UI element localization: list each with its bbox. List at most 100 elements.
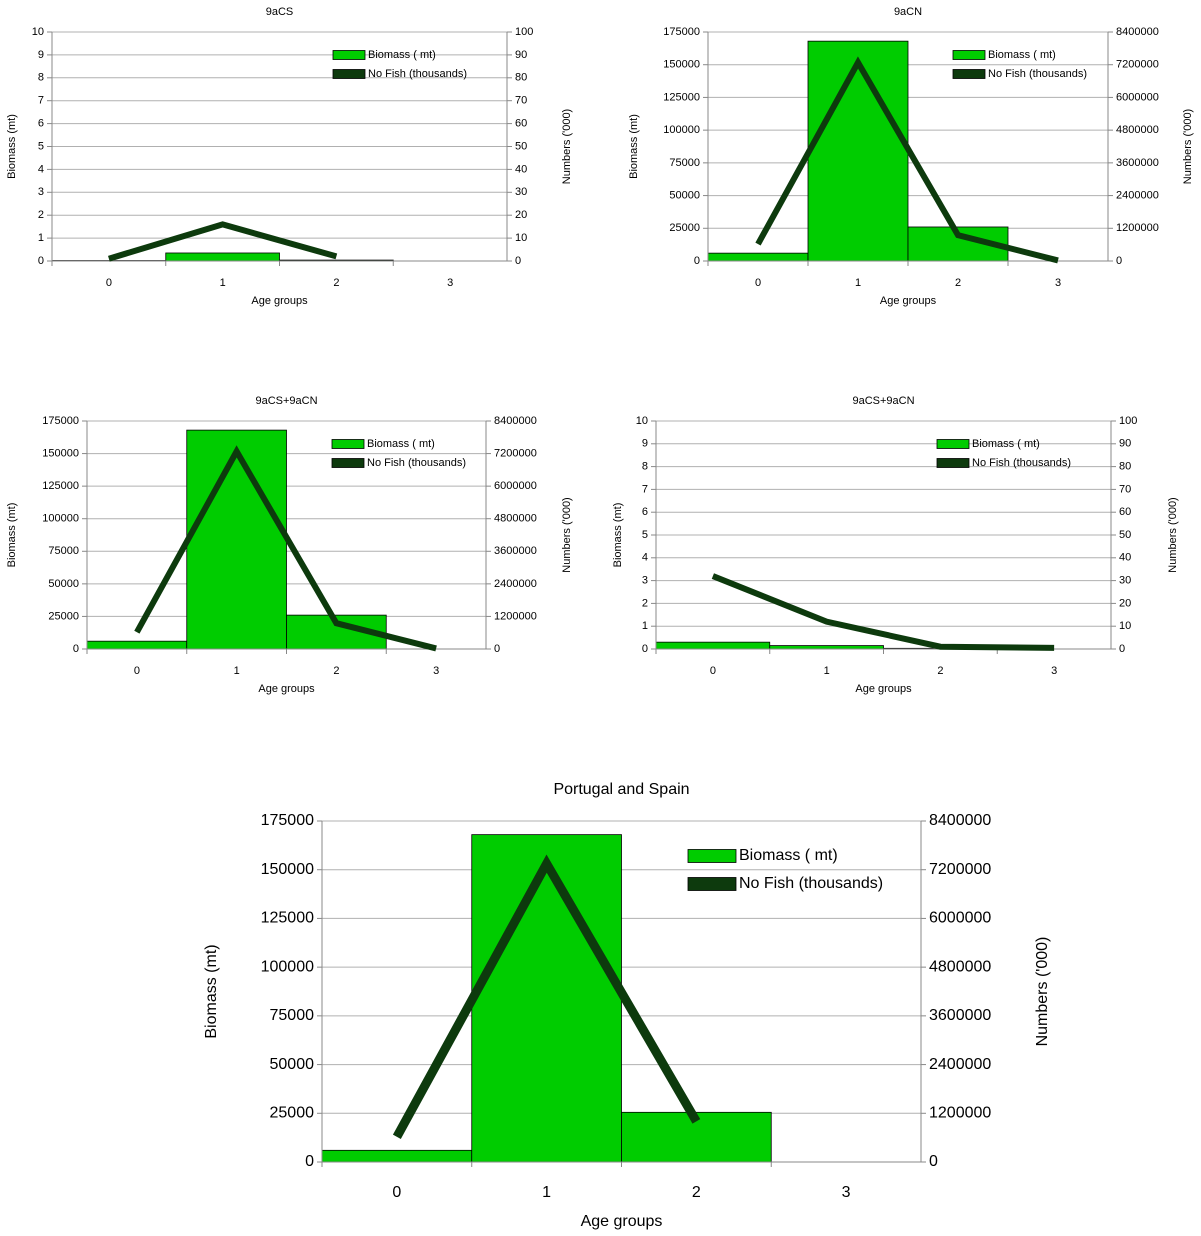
y-tick-label: 75000 — [270, 1007, 315, 1024]
y-tick-label: 175000 — [261, 812, 314, 829]
y2-tick-label: 10 — [1119, 620, 1131, 632]
y-axis-title: Biomass (mt) — [628, 114, 640, 179]
y-tick-label: 10 — [636, 415, 648, 427]
y2-tick-label: 1200000 — [929, 1105, 991, 1122]
chart-title: 9aCS+9aCN — [255, 395, 317, 407]
y-tick-label: 25000 — [48, 610, 79, 622]
x-tick-label: 3 — [1051, 665, 1057, 677]
x-tick-label: 3 — [842, 1184, 851, 1201]
y2-tick-label: 6000000 — [929, 910, 991, 927]
y2-tick-label: 80 — [515, 72, 527, 84]
y2-tick-label: 50 — [1119, 529, 1131, 541]
y-tick-label: 50000 — [669, 189, 700, 201]
y-tick-label: 8 — [642, 461, 648, 473]
line — [134, 445, 437, 652]
bar — [707, 252, 809, 262]
line — [711, 573, 1055, 651]
y2-axis-title: Numbers ('000) — [1034, 937, 1051, 1047]
y2-tick-label: 7200000 — [929, 861, 991, 878]
x-tick-label: 0 — [392, 1184, 401, 1201]
y-tick-label: 5 — [642, 529, 648, 541]
y2-tick-label: 8400000 — [494, 415, 537, 427]
y-tick-label: 0 — [694, 255, 700, 267]
y2-tick-label: 3600000 — [1116, 157, 1159, 169]
y-tick-label: 6 — [38, 118, 44, 130]
y2-axis-title: Numbers ('000) — [561, 497, 573, 572]
legend-label: No Fish (thousands) — [367, 457, 466, 469]
x-tick-label: 2 — [955, 277, 961, 289]
y2-tick-label: 4800000 — [929, 958, 991, 975]
y2-tick-label: 20 — [1119, 597, 1131, 609]
y2-tick-label: 40 — [515, 163, 527, 175]
y-tick-label: 4 — [642, 552, 648, 564]
y-tick-label: 150000 — [42, 447, 79, 459]
chart: 9aCS+9aCN 0 25000 50000 75000 100000 125000 150… — [6, 395, 573, 695]
x-tick-label: 3 — [1055, 277, 1061, 289]
y-tick-label: 0 — [642, 643, 648, 655]
y-axis-title: Biomass (mt) — [203, 944, 220, 1038]
legend-swatch — [952, 50, 986, 60]
x-tick-label: 0 — [106, 277, 112, 289]
y-tick-label: 1 — [642, 620, 648, 632]
legend-label: Biomass ( mt) — [988, 49, 1056, 61]
y2-tick-label: 80 — [1119, 461, 1131, 473]
y-axis-title: Biomass (mt) — [6, 114, 18, 179]
y2-tick-label: 90 — [515, 49, 527, 61]
y-tick-label: 175000 — [663, 26, 700, 38]
y2-tick-label: 0 — [1116, 255, 1122, 267]
chart: 9aCS+9aCN0123456789100102030405060708090… — [612, 395, 1179, 695]
y-tick-label: 2 — [642, 597, 648, 609]
y2-tick-label: 2400000 — [929, 1056, 991, 1073]
y2-tick-label: 70 — [515, 95, 527, 107]
chart-title: Portugal and Spain — [553, 781, 689, 798]
x-tick-label: 2 — [937, 665, 943, 677]
y2-tick-label: 3600000 — [929, 1007, 991, 1024]
y2-tick-label: 40 — [1119, 552, 1131, 564]
legend-label: No Fish (thousands) — [988, 68, 1087, 80]
line — [108, 221, 338, 262]
y-tick-label: 7 — [38, 95, 44, 107]
legend-label: Biomass ( mt) — [739, 847, 838, 864]
y2-axis-title: Numbers ('000) — [561, 109, 573, 184]
y2-tick-label: 0 — [1119, 643, 1125, 655]
y2-tick-label: 3600000 — [494, 545, 537, 557]
bar — [165, 252, 280, 262]
legend-swatch — [687, 877, 737, 891]
bar — [769, 645, 884, 650]
y2-tick-label: 70 — [1119, 483, 1131, 495]
legend-swatch — [331, 439, 365, 449]
legend-swatch — [687, 849, 737, 863]
y-tick-label: 0 — [305, 1153, 314, 1170]
x-axis-title: Age groups — [855, 683, 912, 695]
y-tick-label: 10 — [32, 26, 44, 38]
y2-tick-label: 10 — [515, 232, 527, 244]
x-tick-label: 2 — [333, 277, 339, 289]
y2-tick-label: 0 — [929, 1153, 938, 1170]
y-tick-label: 125000 — [261, 910, 314, 927]
y-tick-label: 175000 — [42, 415, 79, 427]
y2-tick-label: 30 — [1119, 575, 1131, 587]
y-tick-label: 8 — [38, 72, 44, 84]
legend-label: No Fish (thousands) — [368, 68, 467, 80]
y-tick-label: 2 — [38, 209, 44, 221]
y-tick-label: 25000 — [270, 1105, 315, 1122]
y2-tick-label: 0 — [515, 255, 521, 267]
legend-label: Biomass ( mt) — [972, 438, 1040, 450]
y-tick-label: 100000 — [261, 958, 314, 975]
x-tick-label: 1 — [220, 277, 226, 289]
legend-swatch — [331, 458, 365, 468]
bar — [186, 429, 287, 650]
x-tick-label: 3 — [433, 665, 439, 677]
y-tick-label: 125000 — [42, 480, 79, 492]
x-tick-label: 1 — [542, 1184, 551, 1201]
chart-title: 9aCS — [266, 6, 294, 18]
y-tick-label: 9 — [642, 438, 648, 450]
y2-tick-label: 1200000 — [1116, 222, 1159, 234]
y2-tick-label: 7200000 — [494, 447, 537, 459]
bar — [807, 40, 909, 262]
y-tick-label: 0 — [38, 255, 44, 267]
y-tick-label: 7 — [642, 483, 648, 495]
bar — [655, 641, 771, 650]
legend-label: No Fish (thousands) — [972, 457, 1071, 469]
y-tick-label: 3 — [642, 575, 648, 587]
